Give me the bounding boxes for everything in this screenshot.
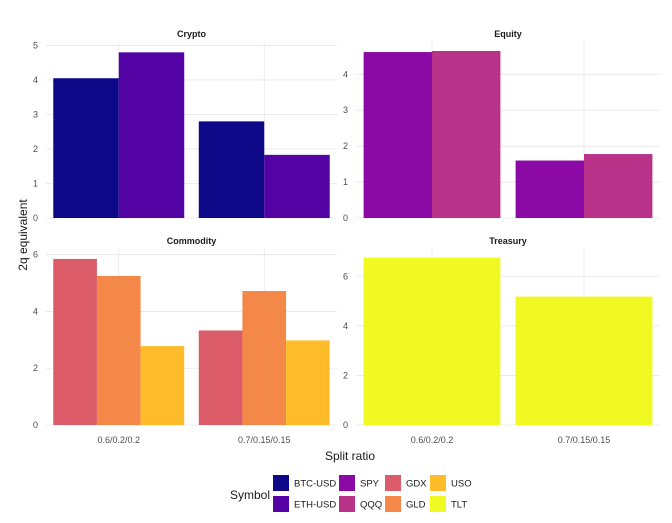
panel-equity: 0 1 2 3 4 Equity	[343, 29, 660, 223]
bar-uso-1	[140, 346, 185, 425]
y-tick-label: 3	[33, 109, 38, 119]
legend-item-uso: USO	[430, 475, 472, 491]
y-tick-label: 0	[343, 420, 348, 430]
bar-eth-usd-2	[264, 154, 330, 218]
legend-item-qqq: QQQ	[339, 496, 382, 512]
y-tick-label: 2	[33, 144, 38, 154]
bar-spy-1	[363, 52, 432, 218]
panel-title: Crypto	[177, 29, 207, 39]
x-axis-label: Split ratio	[325, 449, 375, 463]
bar-tlt-2	[515, 296, 653, 425]
bar-uso-2	[286, 340, 330, 425]
y-tick-label: 0	[33, 213, 38, 223]
x-tick-label: 0.7/0.15/0.15	[558, 435, 611, 445]
legend-item-spy: SPY	[339, 475, 380, 491]
legend-label: TLT	[451, 500, 467, 511]
legend: Symbol BTC-USD ETH-USD SPY QQQ GDX GLD USO TLT	[230, 475, 472, 512]
x-tick-label: 0.7/0.15/0.15	[238, 435, 291, 445]
x-tick-label: 0.6/0.2/0.2	[97, 435, 140, 445]
bar-gld-2	[242, 291, 287, 425]
legend-item-btc-usd: BTC-USD	[273, 475, 336, 491]
legend-label: QQQ	[360, 500, 382, 511]
bar-qqq-1	[432, 50, 501, 219]
legend-title: Symbol	[230, 488, 270, 502]
y-tick-label: 4	[33, 75, 38, 85]
bar-spy-2	[515, 160, 584, 218]
y-tick-label: 2	[343, 370, 348, 380]
legend-swatch	[430, 475, 446, 491]
legend-item-tlt: TLT	[430, 496, 467, 512]
legend-label: BTC-USD	[294, 479, 336, 490]
panel-commodity: 0 2 4 6 Commodity 0.6/0.2/0.2 0.7/0.15/0.15	[33, 236, 337, 445]
y-tick-label: 0	[343, 213, 348, 223]
y-tick-label: 4	[33, 306, 38, 316]
panel-title: Treasury	[489, 236, 527, 246]
y-tick-label: 6	[343, 271, 348, 281]
bar-btc-usd-2	[198, 121, 265, 218]
y-axis-label: 2q equivalent	[16, 199, 30, 271]
panel-crypto: 0 1 2 3 4 5 Crypto	[33, 29, 337, 223]
bar-btc-usd-1	[53, 78, 119, 218]
legend-swatch	[430, 496, 446, 512]
legend-item-gdx: GDX	[385, 475, 427, 491]
legend-label: GDX	[406, 479, 427, 490]
bar-gld-1	[96, 275, 141, 425]
y-tick-label: 1	[343, 177, 348, 187]
legend-label: SPY	[360, 479, 380, 490]
y-tick-label: 6	[33, 250, 38, 260]
x-tick-label: 0.6/0.2/0.2	[411, 435, 454, 445]
y-tick-label: 5	[33, 40, 38, 50]
legend-swatch	[339, 496, 355, 512]
legend-swatch	[385, 475, 401, 491]
panel-title: Commodity	[167, 236, 217, 246]
bar-qqq-2	[584, 154, 653, 218]
legend-item-gld: GLD	[385, 496, 426, 512]
y-tick-label: 4	[343, 69, 348, 79]
bar-eth-usd-1	[118, 52, 185, 219]
legend-swatch	[273, 496, 289, 512]
bar-gdx-1	[53, 258, 97, 425]
legend-label: GLD	[406, 500, 426, 511]
legend-item-eth-usd: ETH-USD	[273, 496, 336, 512]
chart-panels: 0 1 2 3 4 5 Crypto 0 1 2 3 4 Equity 0 2 4 6 Commodity 0.6/…	[33, 29, 660, 445]
y-tick-label: 0	[33, 420, 38, 430]
bar-gdx-2	[198, 330, 243, 425]
legend-swatch	[339, 475, 355, 491]
panel-treasury: 0 2 4 6 Treasury 0.6/0.2/0.2 0.7/0.15/0.15	[343, 236, 660, 445]
legend-swatch	[385, 496, 401, 512]
panel-title: Equity	[494, 29, 522, 39]
bar-tlt-1	[363, 257, 501, 425]
legend-label: ETH-USD	[294, 500, 336, 511]
legend-swatch	[273, 475, 289, 491]
y-tick-label: 2	[33, 363, 38, 373]
y-tick-label: 4	[343, 321, 348, 331]
legend-label: USO	[451, 479, 472, 490]
y-tick-label: 1	[33, 178, 38, 188]
y-tick-label: 3	[343, 105, 348, 115]
y-tick-label: 2	[343, 141, 348, 151]
